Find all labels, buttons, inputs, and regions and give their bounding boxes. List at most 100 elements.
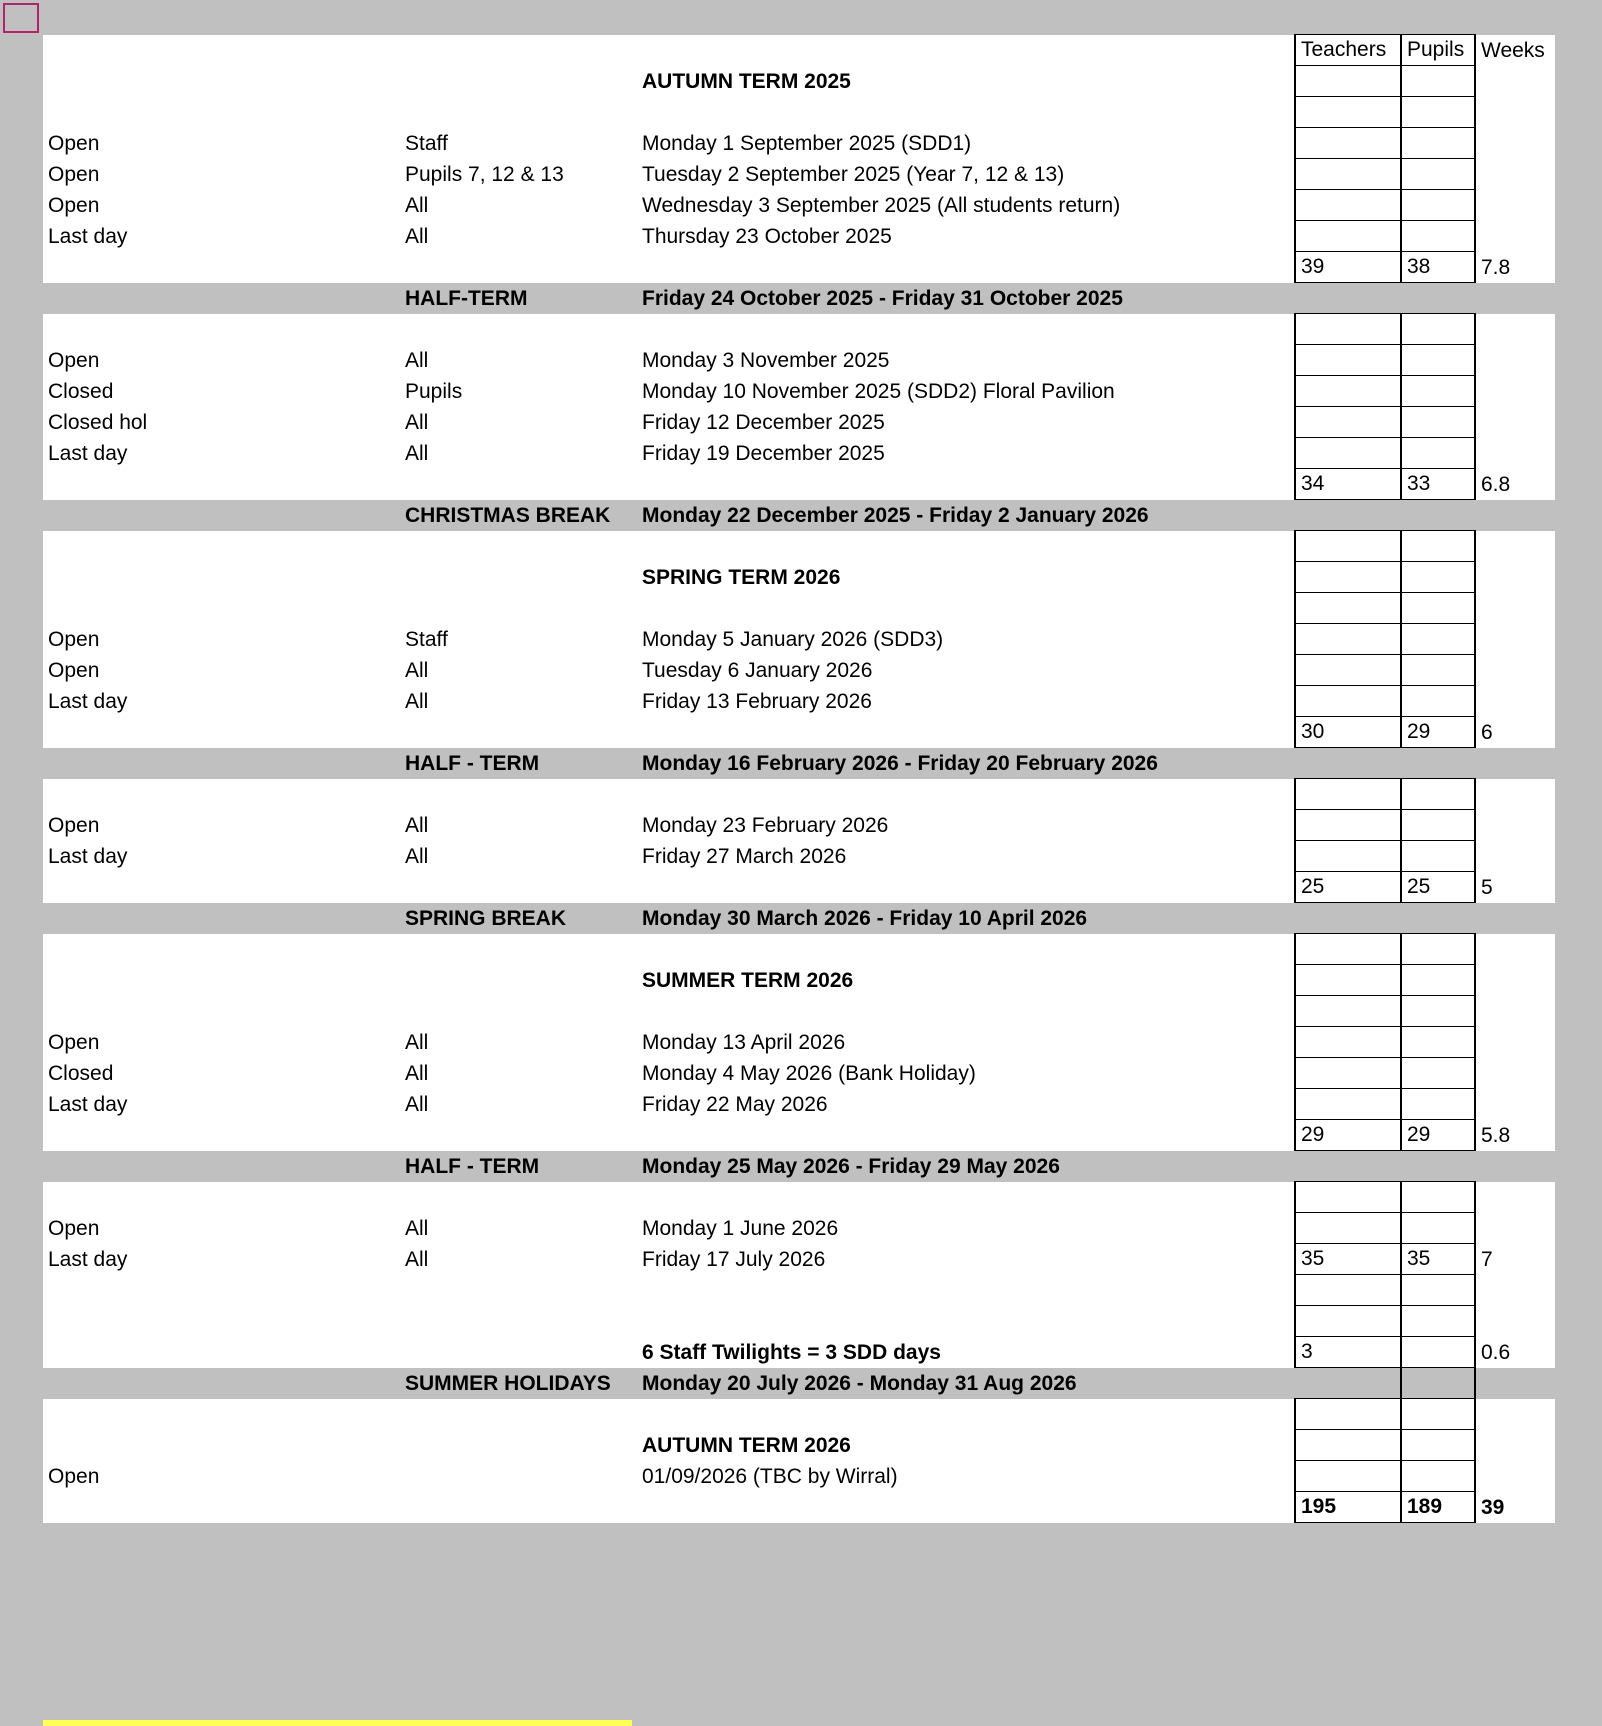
cell-pupils[interactable]: [1400, 189, 1476, 221]
cell-weeks[interactable]: [1475, 65, 1555, 97]
cell-teachers[interactable]: [1294, 685, 1402, 717]
cell-group[interactable]: [400, 716, 637, 748]
row-gutter[interactable]: [0, 902, 43, 934]
row-gutter[interactable]: [0, 1461, 43, 1492]
holiday-dates[interactable]: Monday 30 March 2026 - Friday 10 April 2…: [637, 902, 1295, 934]
cell-pupils[interactable]: [1400, 1026, 1476, 1058]
cell-weeks[interactable]: [1475, 840, 1555, 872]
cell-teachers[interactable]: [1294, 127, 1402, 159]
cell-weeks[interactable]: [1475, 964, 1555, 996]
cell-group[interactable]: All: [400, 344, 637, 376]
cell-teachers[interactable]: [1294, 530, 1402, 562]
row-gutter[interactable]: [0, 1150, 43, 1182]
row-gutter[interactable]: [0, 35, 43, 66]
cell-group[interactable]: [400, 561, 637, 593]
row-gutter-right[interactable]: [1555, 190, 1602, 221]
cell-date[interactable]: [637, 716, 1295, 748]
row-gutter-right[interactable]: [1555, 97, 1602, 128]
row-gutter[interactable]: [0, 1492, 43, 1523]
cell-pupils[interactable]: 189: [1400, 1491, 1476, 1523]
row-gutter[interactable]: [0, 190, 43, 221]
cell-teachers[interactable]: [1294, 561, 1402, 593]
cell-group[interactable]: All: [400, 654, 637, 686]
cell-teachers[interactable]: [1294, 592, 1402, 624]
row-gutter[interactable]: [0, 934, 43, 965]
row-gutter-right[interactable]: [1555, 1367, 1602, 1399]
cell-group[interactable]: [400, 933, 637, 965]
cell-group[interactable]: All: [400, 1026, 637, 1058]
cell-status[interactable]: [43, 65, 400, 97]
row-gutter[interactable]: [0, 499, 43, 531]
cell-status[interactable]: [43, 1150, 400, 1182]
cell-status[interactable]: [43, 902, 400, 934]
cell-pupils[interactable]: 29: [1400, 716, 1476, 748]
row-gutter[interactable]: [0, 1182, 43, 1213]
cell-status[interactable]: [43, 1398, 400, 1430]
cell-teachers[interactable]: [1294, 1460, 1402, 1492]
holiday-name[interactable]: SUMMER HOLIDAYS: [400, 1367, 637, 1399]
cell-weeks[interactable]: [1475, 1088, 1555, 1120]
cell-teachers[interactable]: [1294, 1429, 1402, 1461]
row-gutter-right[interactable]: [1555, 499, 1602, 531]
term-title[interactable]: SPRING TERM 2026: [637, 561, 1295, 593]
row-gutter-right[interactable]: [1555, 841, 1602, 872]
cell-date[interactable]: Monday 10 November 2025 (SDD2) Floral Pa…: [637, 375, 1295, 407]
row-gutter-right[interactable]: [1555, 221, 1602, 252]
cell-date[interactable]: Friday 13 February 2026: [637, 685, 1295, 717]
cell-teachers[interactable]: [1294, 1212, 1402, 1244]
cell-group[interactable]: [400, 1460, 637, 1492]
cell-group[interactable]: [400, 1429, 637, 1461]
cell-teachers[interactable]: [1294, 220, 1402, 252]
cell-pupils[interactable]: [1400, 995, 1476, 1027]
cell-date[interactable]: Monday 23 February 2026: [637, 809, 1295, 841]
row-gutter-right[interactable]: [1555, 810, 1602, 841]
cell-date[interactable]: [637, 468, 1295, 500]
row-gutter[interactable]: [0, 624, 43, 655]
cell-status[interactable]: [43, 1491, 400, 1523]
cell-pupils[interactable]: [1400, 96, 1476, 128]
cell-group[interactable]: [400, 1119, 637, 1151]
row-gutter[interactable]: [0, 252, 43, 283]
row-gutter-right[interactable]: [1555, 35, 1602, 66]
holiday-name[interactable]: HALF-TERM: [400, 282, 637, 314]
cell-teachers[interactable]: [1295, 747, 1401, 779]
row-gutter[interactable]: [0, 1399, 43, 1430]
cell-weeks[interactable]: 6: [1475, 716, 1555, 748]
cell-status[interactable]: [43, 561, 400, 593]
row-gutter-right[interactable]: [1555, 965, 1602, 996]
header-teachers[interactable]: Teachers: [1294, 34, 1402, 66]
cell-pupils[interactable]: [1400, 1212, 1476, 1244]
term-title[interactable]: AUTUMN TERM 2026: [637, 1429, 1295, 1461]
row-gutter[interactable]: [0, 531, 43, 562]
cell-teachers[interactable]: [1294, 375, 1402, 407]
cell-group[interactable]: All: [400, 1088, 637, 1120]
cell-pupils[interactable]: [1400, 1336, 1476, 1368]
cell-weeks[interactable]: [1475, 282, 1555, 314]
cell-date[interactable]: Monday 13 April 2026: [637, 1026, 1295, 1058]
cell-weeks[interactable]: [1475, 1274, 1555, 1306]
cell-teachers[interactable]: [1295, 1150, 1401, 1182]
cell-date[interactable]: Tuesday 2 September 2025 (Year 7, 12 & 1…: [637, 158, 1295, 190]
term-title[interactable]: AUTUMN TERM 2025: [637, 65, 1295, 97]
cell-date[interactable]: [637, 1398, 1295, 1430]
cell-weeks[interactable]: [1475, 933, 1555, 965]
row-gutter-right[interactable]: [1555, 593, 1602, 624]
cell-pupils[interactable]: [1400, 158, 1476, 190]
cell-weeks[interactable]: [1475, 1057, 1555, 1089]
cell-group[interactable]: [400, 778, 637, 810]
cell-date[interactable]: [637, 34, 1295, 66]
row-gutter[interactable]: [0, 345, 43, 376]
cell-weeks[interactable]: [1475, 437, 1555, 469]
row-gutter[interactable]: [0, 1027, 43, 1058]
row-gutter[interactable]: [0, 438, 43, 469]
cell-status[interactable]: Last day: [43, 1088, 400, 1120]
cell-group[interactable]: [400, 995, 637, 1027]
cell-pupils[interactable]: [1400, 65, 1476, 97]
row-gutter-right[interactable]: [1555, 1182, 1602, 1213]
row-gutter[interactable]: [0, 221, 43, 252]
cell-status[interactable]: [43, 995, 400, 1027]
cell-group[interactable]: [400, 251, 637, 283]
cell-teachers[interactable]: [1294, 778, 1402, 810]
cell-group[interactable]: [400, 1491, 637, 1523]
row-gutter-right[interactable]: [1555, 1058, 1602, 1089]
